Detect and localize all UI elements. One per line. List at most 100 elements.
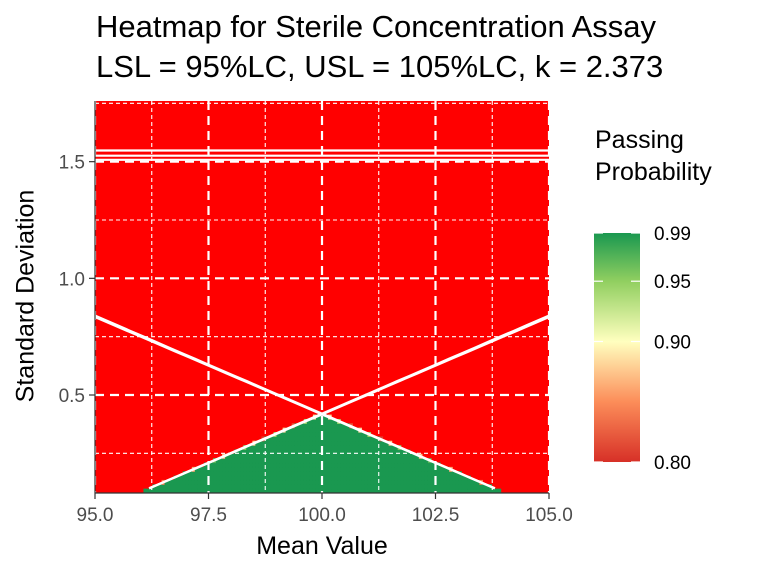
heatmap-tile (334, 427, 338, 433)
heatmap-tile (424, 484, 429, 490)
heatmap-tile (328, 488, 332, 493)
heatmap-tile (440, 479, 444, 485)
heatmap-tile (306, 458, 311, 464)
heatmap-tile (400, 484, 405, 490)
heatmap-tile (270, 440, 275, 446)
heatmap-tile (258, 458, 263, 464)
heatmap-tile (346, 484, 350, 490)
heatmap-tile (364, 458, 368, 464)
heatmap-tile (376, 475, 381, 481)
heatmap-tile (200, 466, 205, 472)
heatmap-tile (482, 484, 487, 490)
heatmap-tile (382, 479, 387, 485)
heatmap-tile (255, 479, 260, 485)
heatmap-tile (267, 449, 272, 455)
heatmap-tile (355, 453, 359, 459)
heatmap-tile (340, 466, 344, 472)
heatmap-tile (200, 479, 205, 485)
heatmap-tile (276, 458, 281, 464)
heatmap-tile (461, 484, 465, 490)
heatmap-tile (458, 479, 462, 485)
heatmap-tile (197, 488, 202, 493)
heatmap-tile (288, 484, 293, 490)
heatmap-tile (291, 427, 296, 433)
heatmap-tile (237, 484, 241, 490)
heatmap-tile (243, 458, 247, 464)
heatmap-tile (149, 488, 154, 493)
heatmap-tile (424, 458, 429, 464)
heatmap-tile (309, 458, 314, 464)
heatmap-tile (358, 471, 362, 477)
heatmap-tile (394, 453, 399, 459)
heatmap-tile (479, 484, 484, 490)
heatmap-tile (231, 488, 235, 493)
heatmap-tile (397, 479, 402, 485)
heatmap-tile (252, 466, 257, 472)
heatmap-tile (261, 471, 266, 477)
heatmap-tile (385, 484, 390, 490)
heatmap-tile (219, 471, 223, 477)
heatmap-tile (312, 432, 317, 437)
heatmap-tile (391, 445, 396, 451)
heatmap-tile (255, 462, 260, 468)
heatmap-tile (267, 436, 272, 442)
heatmap-tile (312, 475, 317, 481)
heatmap-tile (322, 440, 326, 446)
heatmap-tile (385, 475, 390, 481)
heatmap-tile (252, 453, 257, 459)
heatmap-tile (222, 462, 226, 468)
heatmap-tile (155, 484, 160, 490)
heatmap-tile (370, 449, 375, 455)
heatmap-tile (358, 436, 362, 442)
heatmap-tile (282, 462, 287, 468)
heatmap-tile (352, 466, 356, 472)
heatmap-tile (355, 475, 359, 481)
heatmap-tile (346, 436, 350, 442)
heatmap-tile (216, 466, 220, 472)
heatmap-tile (188, 488, 193, 493)
heatmap-tile (403, 484, 408, 490)
heatmap-tile (246, 445, 250, 451)
heatmap-tile (467, 479, 471, 485)
heatmap-tile (246, 471, 250, 477)
heatmap-tile (288, 445, 293, 451)
heatmap-tile (334, 440, 338, 446)
heatmap-tile (297, 462, 302, 468)
heatmap-tile (276, 475, 281, 481)
heatmap-tile (306, 432, 311, 437)
heatmap-tile (337, 488, 341, 493)
heatmap-tile (388, 466, 393, 472)
heatmap-tile (349, 453, 353, 459)
heatmap-tile (361, 479, 365, 485)
y-tick-label: 0.5 (59, 386, 85, 407)
heatmap-tile (306, 418, 311, 424)
heatmap-tile (276, 484, 281, 490)
heatmap-tile (285, 449, 290, 455)
heatmap-tile (318, 418, 323, 424)
heatmap-tile (185, 471, 190, 477)
heatmap-tile (437, 466, 441, 472)
heatmap-tile (255, 449, 260, 455)
heatmap-tile (291, 462, 296, 468)
heatmap-tile (258, 445, 263, 451)
heatmap-tile (176, 488, 181, 493)
heatmap-tile (361, 440, 365, 446)
heatmap-tile (219, 479, 223, 485)
heatmap-tile (309, 418, 314, 424)
heatmap-tile (325, 423, 329, 429)
heatmap-tile (394, 471, 399, 477)
heatmap-tile (270, 458, 275, 464)
heatmap-tile (358, 445, 362, 451)
heatmap-tile (315, 445, 320, 451)
heatmap-tile (337, 440, 341, 446)
heatmap-tile (394, 484, 399, 490)
heatmap-tile (225, 458, 229, 464)
heatmap-tile (294, 432, 299, 437)
heatmap-tile (385, 458, 390, 464)
heatmap-tile (328, 462, 332, 468)
heatmap-tile (288, 488, 293, 493)
heatmap-tile (309, 471, 314, 477)
heatmap-tile (231, 453, 235, 459)
heatmap-tile (303, 445, 308, 451)
